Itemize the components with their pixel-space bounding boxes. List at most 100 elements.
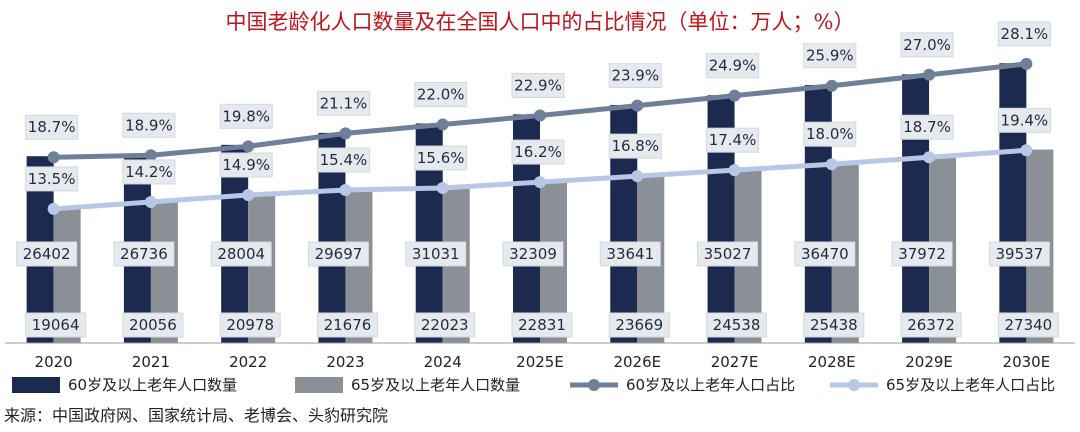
- source-note: 来源：中国政府网、国家统计局、老博会、头豹研究院: [4, 406, 389, 425]
- label-pop65-2030E: 27340: [1005, 316, 1053, 334]
- point-65plus-2020: [47, 202, 60, 215]
- point-65plus-2030E: [1020, 144, 1033, 157]
- label-pop65-2026E-box: [608, 312, 670, 338]
- label-pop65-2023-box: [316, 312, 378, 338]
- label-pct60-2030E-box: [997, 21, 1051, 47]
- label-pct60-2026E: 23.9%: [611, 67, 659, 85]
- label-pct65-2029E: 18.7%: [903, 118, 951, 136]
- x-tick-2022: 2022: [229, 353, 267, 371]
- label-pct60-2025E-box: [511, 73, 565, 99]
- label-pop60-2020: 26402: [23, 245, 71, 263]
- label-pct60-2028E-box: [803, 43, 857, 69]
- label-pop60-2029E-box: [891, 241, 953, 267]
- legend-label-1: 65岁及以上老年人口数量: [351, 376, 520, 394]
- label-pop60-2023-box: [307, 241, 369, 267]
- label-pct65-2030E-box: [997, 107, 1051, 133]
- label-pct60-2024-box: [414, 81, 468, 107]
- label-pop65-2023: 21676: [324, 316, 372, 334]
- label-pct60-2020: 18.7%: [28, 118, 76, 136]
- point-60plus-2023: [339, 127, 352, 140]
- label-pop60-2025E-box: [502, 241, 564, 267]
- point-65plus-2023: [339, 184, 352, 197]
- x-tick-2025E: 2025E: [516, 353, 564, 371]
- point-60plus-2020: [47, 151, 60, 164]
- label-pop60-2021-box: [113, 241, 175, 267]
- label-pct65-2020-box: [25, 166, 79, 192]
- label-pop60-2027E-box: [697, 241, 759, 267]
- point-65plus-2022: [242, 188, 255, 201]
- label-pct60-2028E: 25.9%: [806, 47, 854, 65]
- label-pct65-2023: 15.4%: [320, 151, 368, 169]
- lines-layer: [47, 57, 1033, 215]
- label-pop60-2026E: 33641: [606, 245, 654, 263]
- label-pct65-2025E-box: [511, 139, 565, 165]
- label-pop60-2028E-box: [794, 241, 856, 267]
- label-pct65-2025E: 16.2%: [514, 143, 562, 161]
- label-pop60-2028E: 36470: [801, 245, 849, 263]
- label-pop60-2020-box: [16, 241, 78, 267]
- bars-layer: [26, 63, 1054, 344]
- label-pct60-2029E: 27.0%: [903, 36, 951, 54]
- label-pct60-2020-box: [25, 114, 79, 140]
- label-pop65-2020: 19064: [32, 316, 80, 334]
- label-pop60-2030E-box: [988, 241, 1050, 267]
- label-pct65-2026E: 16.8%: [611, 137, 659, 155]
- x-tick-2026E: 2026E: [613, 353, 661, 371]
- point-60plus-2022: [242, 140, 255, 153]
- label-pct65-2028E: 18.0%: [806, 125, 854, 143]
- chart-title: 中国老龄化人口数量及在全国人口中的占比情况（单位：万人；%）: [225, 10, 855, 34]
- point-65plus-2021: [144, 195, 157, 208]
- point-65plus-2027E: [728, 164, 741, 177]
- label-pop65-2025E-box: [511, 312, 573, 338]
- x-tick-2030E: 2030E: [1003, 353, 1051, 371]
- x-tick-2027E: 2027E: [711, 353, 759, 371]
- label-pct60-2025E: 22.9%: [514, 77, 562, 95]
- label-pop65-2029E: 26372: [907, 316, 955, 334]
- label-pct65-2024: 15.6%: [417, 149, 465, 167]
- label-pop65-2028E-box: [803, 312, 865, 338]
- label-pop60-2025E: 32309: [509, 245, 557, 263]
- label-pct65-2022-box: [219, 152, 273, 178]
- label-pop65-2024: 22023: [421, 316, 469, 334]
- label-pct60-2022-box: [219, 103, 273, 129]
- x-axis: 2020 2021 2022 2023 2024 2025E 2026E 2027E 2028E…: [5, 342, 1075, 371]
- label-pct65-2022: 14.9%: [222, 156, 270, 174]
- label-pop65-2027E: 24538: [713, 316, 761, 334]
- label-pop60-2022: 28004: [217, 245, 265, 263]
- label-pct60-2023: 21.1%: [320, 94, 368, 112]
- labels-layer: 18.7% 13.5% 26402 19064 18.9% 14.2% 26736 20056…: [16, 21, 1059, 338]
- label-pct65-2027E: 17.4%: [709, 131, 757, 149]
- point-60plus-2026E: [631, 99, 644, 112]
- label-pct65-2027E-box: [706, 127, 760, 153]
- legend: 60岁及以上老年人口数量 65岁及以上老年人口数量 60岁及以上老年人口占比 65岁及…: [12, 376, 1055, 394]
- legend-label-2: 60岁及以上老年人口占比: [626, 376, 795, 394]
- label-pop65-2021: 20056: [129, 316, 177, 334]
- point-60plus-2024: [436, 118, 449, 131]
- legend-marker-2: [588, 379, 600, 391]
- label-pop65-2029E-box: [900, 312, 962, 338]
- label-pop60-2026E-box: [599, 241, 661, 267]
- label-pct65-2024-box: [414, 145, 468, 171]
- label-pct65-2029E-box: [900, 114, 954, 140]
- label-pct60-2030E: 28.1%: [1001, 25, 1049, 43]
- point-65plus-2028E: [825, 158, 838, 171]
- x-tick-2021: 2021: [132, 353, 170, 371]
- label-pop60-2021: 26736: [120, 245, 168, 263]
- label-pct60-2027E-box: [706, 53, 760, 79]
- x-tick-2024: 2024: [424, 353, 462, 371]
- label-pct65-2020: 13.5%: [28, 170, 76, 188]
- label-pct60-2021-box: [122, 112, 176, 138]
- x-tick-2029E: 2029E: [905, 353, 953, 371]
- x-tick-2028E: 2028E: [808, 353, 856, 371]
- label-pop65-2022: 20978: [226, 316, 274, 334]
- label-pop65-2024-box: [414, 312, 476, 338]
- point-60plus-2029E: [923, 68, 936, 81]
- label-pop60-2029E: 37972: [898, 245, 946, 263]
- label-pct65-2030E: 19.4%: [1001, 111, 1049, 129]
- label-pct60-2026E-box: [608, 63, 662, 89]
- label-pct60-2027E: 24.9%: [709, 57, 757, 75]
- label-pop60-2027E: 35027: [704, 245, 752, 263]
- label-pct65-2021: 14.2%: [125, 163, 173, 181]
- label-pct60-2023-box: [316, 90, 370, 116]
